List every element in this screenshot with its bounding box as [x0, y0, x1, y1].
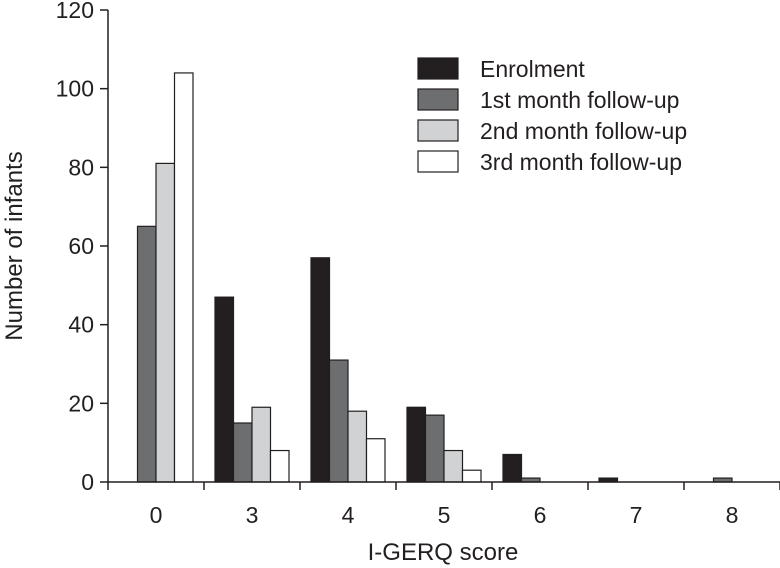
- bar-3-3: [251, 406, 272, 483]
- bar-3-5: [443, 449, 464, 483]
- bar-4-3: [269, 449, 290, 483]
- y-tick-label: 80: [68, 154, 94, 180]
- bar-1-4: [310, 257, 331, 483]
- axes-layer: [107, 10, 780, 483]
- y-tick-label: 40: [68, 312, 94, 338]
- x-tick-label: 0: [150, 502, 163, 528]
- x-tick-label: 8: [726, 502, 739, 528]
- y-tick-label: 0: [81, 469, 94, 495]
- y-tick-label: 100: [56, 76, 94, 102]
- bar-4-4: [365, 438, 386, 483]
- bar-1-5: [406, 406, 427, 483]
- legend-label: 1st month follow-up: [480, 87, 679, 113]
- legend-swatch: [417, 150, 459, 173]
- y-tick-label: 120: [56, 0, 94, 23]
- bar-3-0: [155, 162, 176, 483]
- x-axis-title: I-GERQ score: [368, 539, 519, 566]
- bar-4-0: [173, 72, 194, 483]
- y-ticks-layer: 0 20 40 60 80 100 120: [56, 0, 108, 495]
- legend: Enrolment 1st month follow-up 2nd month fo…: [417, 56, 687, 175]
- legend-label: Enrolment: [480, 56, 585, 82]
- bar-3-4: [347, 410, 368, 483]
- bar-1-6: [502, 453, 523, 483]
- legend-label: 2nd month follow-up: [480, 118, 687, 144]
- legend-swatch: [417, 119, 459, 142]
- bar-4-5: [461, 469, 482, 483]
- y-axis-title: Number of infants: [1, 151, 28, 340]
- x-tick-label: 7: [630, 502, 643, 528]
- bar-1-3: [214, 296, 235, 483]
- bar-2-0: [136, 225, 157, 483]
- bar-2-5: [424, 414, 445, 483]
- x-tick-label: 4: [342, 502, 355, 528]
- legend-swatch: [417, 57, 459, 80]
- x-ticks-layer: 0 3 4 5 6 7 8: [107, 482, 780, 528]
- bars-layer: [136, 72, 733, 483]
- y-tick-label: 20: [68, 390, 94, 416]
- y-tick-label: 60: [68, 233, 94, 259]
- x-tick-label: 6: [534, 502, 547, 528]
- x-tick-label: 5: [438, 502, 451, 528]
- legend-swatch: [417, 88, 459, 111]
- x-tick-label: 3: [246, 502, 259, 528]
- bar-2-4: [328, 359, 349, 483]
- legend-label: 3rd month follow-up: [480, 149, 682, 175]
- bar-2-3: [232, 422, 253, 483]
